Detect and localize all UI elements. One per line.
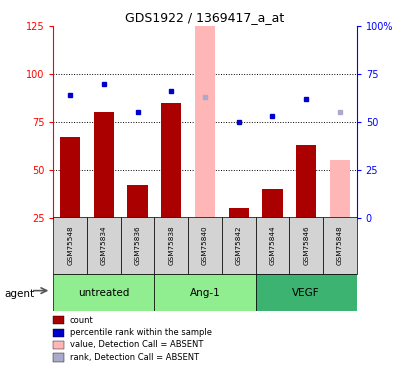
Bar xyxy=(194,26,215,218)
Text: GSM75548: GSM75548 xyxy=(67,226,73,266)
Bar xyxy=(228,208,248,218)
Bar xyxy=(255,274,356,311)
Bar xyxy=(255,217,289,274)
Text: count: count xyxy=(70,316,93,325)
Text: GSM75840: GSM75840 xyxy=(202,226,207,266)
Bar xyxy=(289,217,322,274)
Bar xyxy=(295,145,315,218)
Bar xyxy=(262,189,282,217)
Text: GSM75842: GSM75842 xyxy=(235,226,241,266)
Bar xyxy=(127,185,147,218)
Text: value, Detection Call = ABSENT: value, Detection Call = ABSENT xyxy=(70,340,202,350)
Text: VEGF: VEGF xyxy=(292,288,319,297)
Text: GSM75834: GSM75834 xyxy=(101,226,107,266)
Bar xyxy=(87,217,120,274)
Text: agent: agent xyxy=(4,290,34,299)
Bar xyxy=(120,217,154,274)
Bar xyxy=(329,160,349,218)
Text: Ang-1: Ang-1 xyxy=(189,288,220,297)
Text: untreated: untreated xyxy=(78,288,129,297)
Text: GSM75838: GSM75838 xyxy=(168,226,174,266)
Bar xyxy=(154,217,188,274)
Text: GSM75846: GSM75846 xyxy=(302,226,308,266)
Text: GSM75836: GSM75836 xyxy=(134,226,140,266)
Bar xyxy=(188,217,221,274)
Title: GDS1922 / 1369417_a_at: GDS1922 / 1369417_a_at xyxy=(125,11,284,24)
Bar xyxy=(161,103,181,218)
Bar xyxy=(53,274,154,311)
Bar xyxy=(221,217,255,274)
Text: percentile rank within the sample: percentile rank within the sample xyxy=(70,328,211,337)
Text: GSM75848: GSM75848 xyxy=(336,226,342,266)
Text: GSM75844: GSM75844 xyxy=(269,226,275,266)
Bar xyxy=(154,274,255,311)
Bar xyxy=(322,217,356,274)
Text: rank, Detection Call = ABSENT: rank, Detection Call = ABSENT xyxy=(70,353,198,362)
Bar xyxy=(94,112,114,218)
Bar xyxy=(53,217,87,274)
Bar xyxy=(60,137,80,218)
